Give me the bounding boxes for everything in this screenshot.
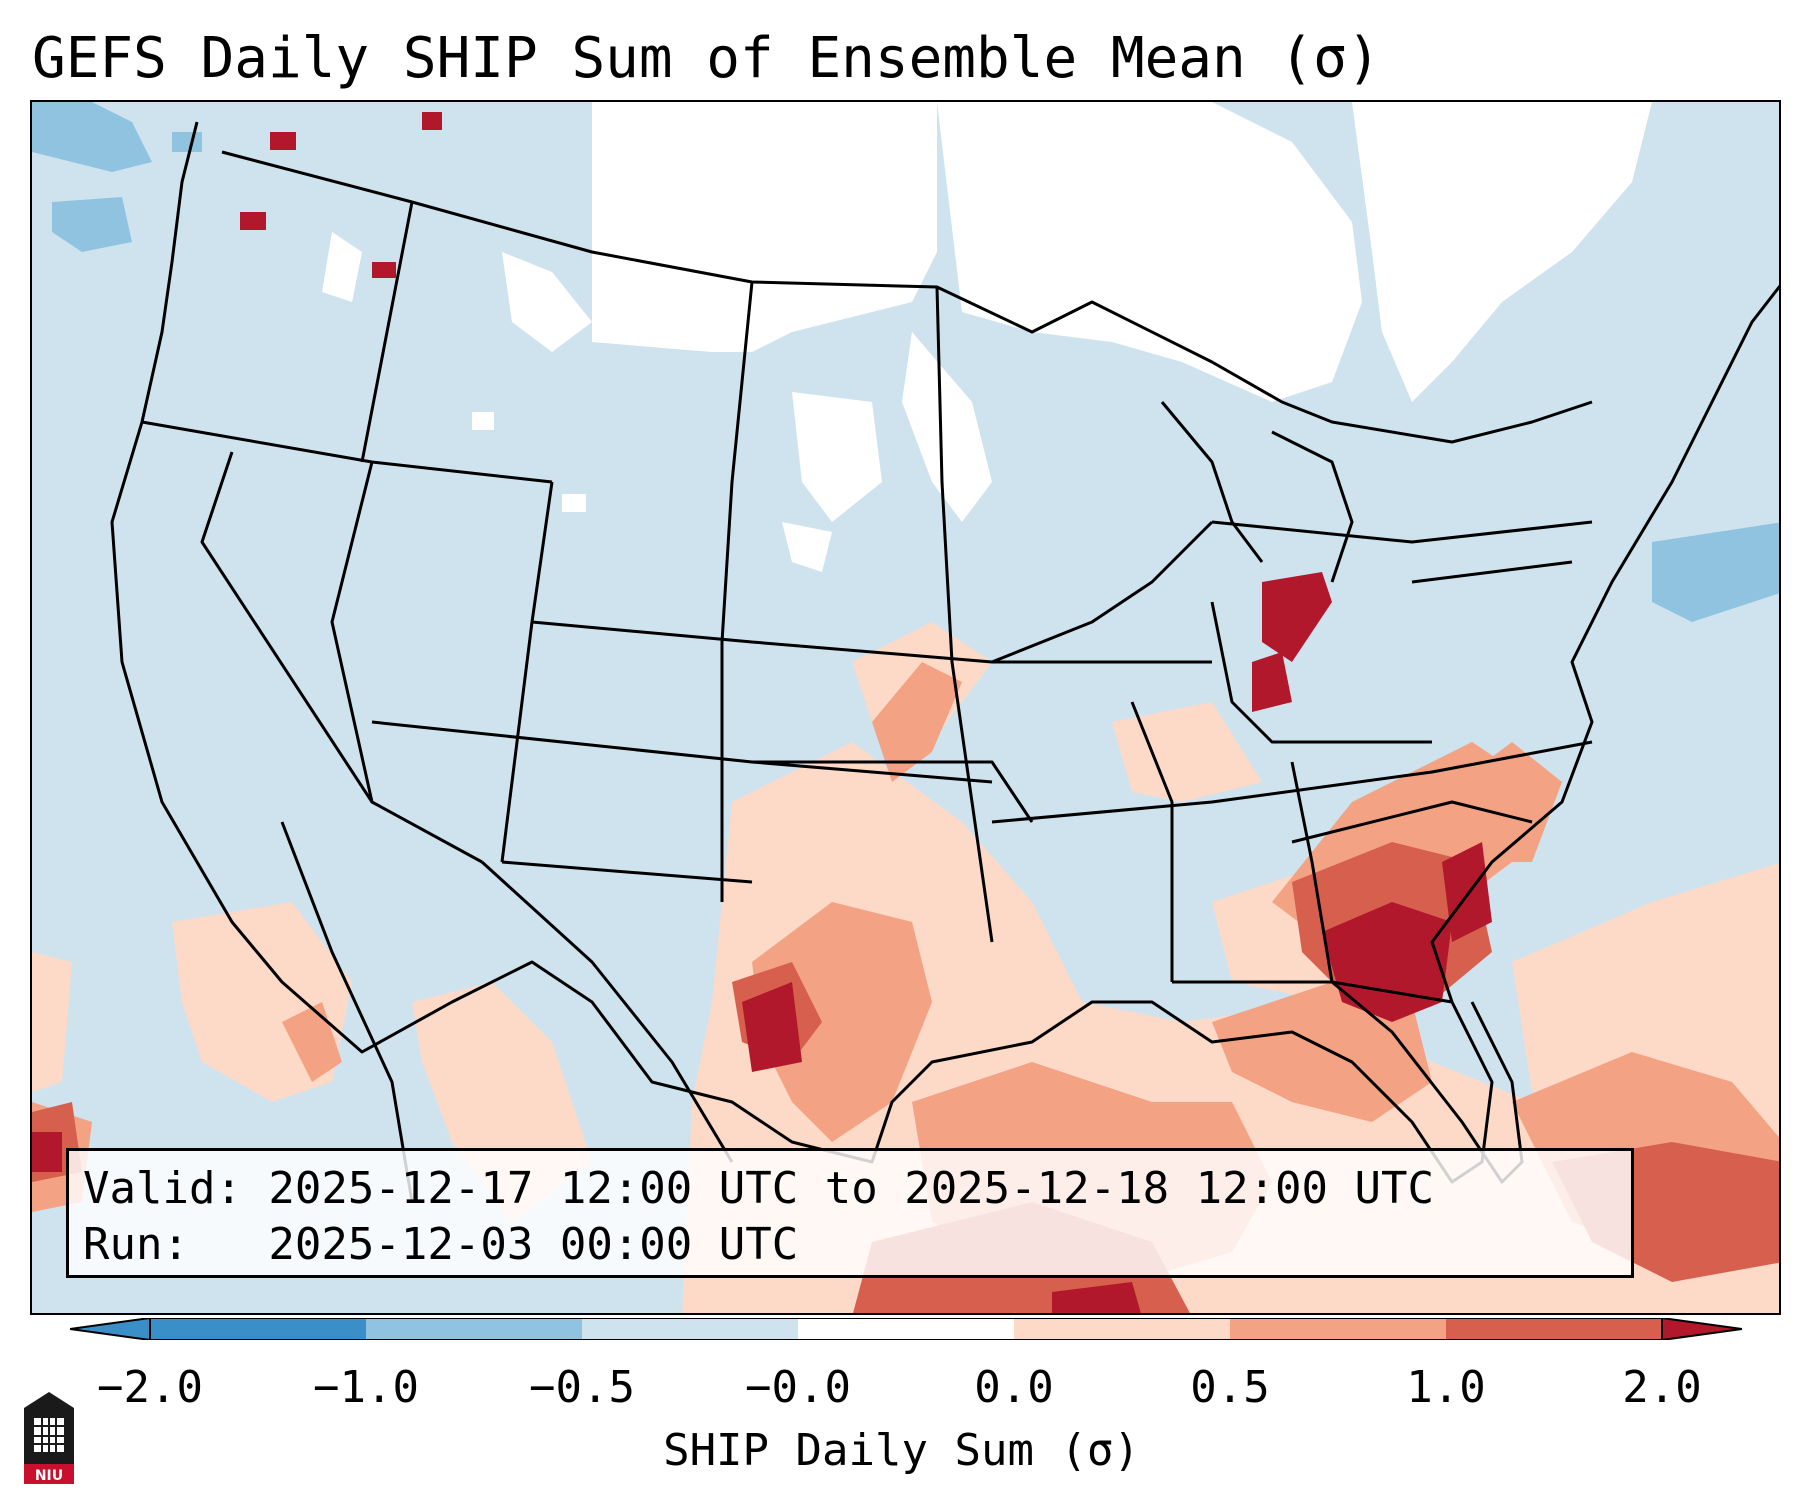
very-strong-positive-areas: [32, 112, 1492, 1313]
colorbar-tick-label: −2.0: [97, 1362, 203, 1413]
colorbar-segment: [366, 1318, 582, 1340]
state-boundaries: [110, 121, 1779, 1203]
validity-info-box: Valid: 2025-12-17 12:00 UTC to 2025-12-1…: [66, 1148, 1634, 1278]
colorbar-segment: [582, 1318, 798, 1340]
colorbar-extend-low: [70, 1318, 151, 1340]
logo-text: NIU: [35, 1468, 63, 1484]
niu-logo-icon: NIU: [24, 1392, 74, 1484]
colorbar: [70, 1318, 1742, 1340]
colorbar-tick-label: −0.5: [529, 1362, 635, 1413]
valid-time-text: Valid: 2025-12-17 12:00 UTC to 2025-12-1…: [83, 1163, 1435, 1214]
colorbar-segment: [1446, 1318, 1662, 1340]
colorbar-tick-label: −1.0: [313, 1362, 419, 1413]
near-zero-areas: [322, 102, 1652, 572]
colorbar-segment: [150, 1318, 366, 1340]
colorbar-label: SHIP Daily Sum (σ): [663, 1425, 1140, 1476]
colorbar-tick-label: 0.0: [974, 1362, 1054, 1413]
map-panel: [30, 100, 1781, 1315]
colorbar-segment: [1014, 1318, 1230, 1340]
colorbar-extend-high: [1661, 1318, 1742, 1340]
colorbar-segment: [798, 1318, 1014, 1340]
run-time-text: Run: 2025-12-03 00:00 UTC: [83, 1219, 799, 1270]
colorbar-tick-label: 2.0: [1622, 1362, 1702, 1413]
colorbar-segment: [1230, 1318, 1446, 1340]
map-canvas: [32, 102, 1779, 1313]
colorbar-tick-label: 1.0: [1406, 1362, 1486, 1413]
colorbar-tick-label: −0.0: [745, 1362, 851, 1413]
colorbar-tick-label: 0.5: [1190, 1362, 1270, 1413]
negative-areas: [32, 102, 1779, 622]
map-title: GEFS Daily SHIP Sum of Ensemble Mean (σ): [32, 26, 1381, 91]
